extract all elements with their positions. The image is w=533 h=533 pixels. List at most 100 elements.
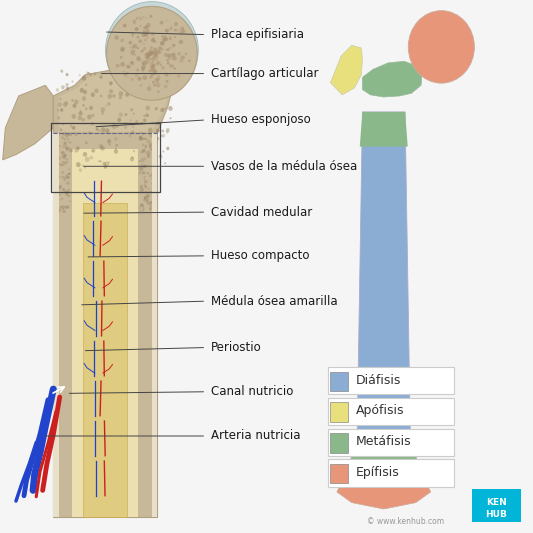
Ellipse shape <box>130 46 132 49</box>
Ellipse shape <box>66 73 69 76</box>
Ellipse shape <box>141 159 144 163</box>
Ellipse shape <box>65 192 68 196</box>
Ellipse shape <box>62 188 64 190</box>
Ellipse shape <box>101 146 105 151</box>
Ellipse shape <box>152 37 155 40</box>
Ellipse shape <box>180 33 182 35</box>
Ellipse shape <box>151 190 155 193</box>
Ellipse shape <box>117 118 121 122</box>
Ellipse shape <box>153 197 155 199</box>
Ellipse shape <box>59 194 60 196</box>
Ellipse shape <box>132 77 134 79</box>
Ellipse shape <box>139 91 143 95</box>
Ellipse shape <box>149 57 151 60</box>
Ellipse shape <box>91 114 94 117</box>
Ellipse shape <box>62 205 66 208</box>
Ellipse shape <box>136 60 138 61</box>
Ellipse shape <box>141 79 146 84</box>
Ellipse shape <box>147 53 150 56</box>
Ellipse shape <box>164 53 168 57</box>
Ellipse shape <box>145 33 149 36</box>
Ellipse shape <box>58 148 60 151</box>
Ellipse shape <box>114 137 117 141</box>
Ellipse shape <box>143 179 146 181</box>
Ellipse shape <box>147 155 150 158</box>
Ellipse shape <box>140 25 141 27</box>
Ellipse shape <box>139 136 143 140</box>
Ellipse shape <box>127 82 131 86</box>
Ellipse shape <box>149 51 154 55</box>
Ellipse shape <box>160 64 162 66</box>
Ellipse shape <box>140 203 143 207</box>
Ellipse shape <box>65 146 68 149</box>
Ellipse shape <box>88 72 90 74</box>
Ellipse shape <box>174 22 178 26</box>
Ellipse shape <box>120 38 124 42</box>
Ellipse shape <box>144 196 146 198</box>
Ellipse shape <box>115 35 119 40</box>
Ellipse shape <box>144 33 148 37</box>
Ellipse shape <box>166 128 169 132</box>
Ellipse shape <box>131 50 135 54</box>
Ellipse shape <box>140 187 142 189</box>
Ellipse shape <box>101 127 106 132</box>
Ellipse shape <box>112 94 116 98</box>
Ellipse shape <box>163 39 165 42</box>
Ellipse shape <box>120 56 123 59</box>
Ellipse shape <box>166 147 169 150</box>
Ellipse shape <box>100 94 102 97</box>
Ellipse shape <box>68 133 70 136</box>
Ellipse shape <box>144 53 149 58</box>
Polygon shape <box>72 149 138 517</box>
Ellipse shape <box>141 157 143 159</box>
Ellipse shape <box>141 122 143 125</box>
Ellipse shape <box>95 127 99 131</box>
Ellipse shape <box>148 55 150 58</box>
Ellipse shape <box>151 52 154 54</box>
Ellipse shape <box>85 141 87 144</box>
Ellipse shape <box>58 208 60 211</box>
Ellipse shape <box>130 119 132 122</box>
Ellipse shape <box>132 125 134 128</box>
Ellipse shape <box>133 150 135 152</box>
Ellipse shape <box>150 53 153 56</box>
Text: Hueso compacto: Hueso compacto <box>211 249 309 262</box>
Ellipse shape <box>74 148 78 153</box>
Ellipse shape <box>130 61 134 65</box>
Ellipse shape <box>139 136 143 141</box>
Ellipse shape <box>61 176 64 179</box>
Ellipse shape <box>164 108 166 110</box>
Ellipse shape <box>162 134 165 138</box>
Ellipse shape <box>139 17 142 20</box>
Ellipse shape <box>56 146 59 149</box>
Polygon shape <box>346 440 421 472</box>
Ellipse shape <box>89 106 93 110</box>
Ellipse shape <box>139 39 142 43</box>
Ellipse shape <box>87 115 92 119</box>
Ellipse shape <box>158 46 162 51</box>
Text: HUB: HUB <box>485 510 507 519</box>
Ellipse shape <box>156 92 160 97</box>
Ellipse shape <box>134 20 135 21</box>
Ellipse shape <box>94 72 96 75</box>
Ellipse shape <box>156 55 159 58</box>
Ellipse shape <box>100 146 104 150</box>
Ellipse shape <box>67 159 68 161</box>
Ellipse shape <box>68 147 70 149</box>
Ellipse shape <box>129 66 131 67</box>
Ellipse shape <box>116 63 120 68</box>
Ellipse shape <box>146 106 150 110</box>
Ellipse shape <box>58 189 60 191</box>
Ellipse shape <box>65 206 68 209</box>
Ellipse shape <box>59 209 61 212</box>
Ellipse shape <box>141 132 143 134</box>
Ellipse shape <box>88 131 91 134</box>
Ellipse shape <box>146 201 149 205</box>
Ellipse shape <box>142 143 144 146</box>
Ellipse shape <box>56 206 60 209</box>
Ellipse shape <box>107 6 197 100</box>
Ellipse shape <box>91 148 95 153</box>
Ellipse shape <box>60 108 63 111</box>
Ellipse shape <box>110 73 112 75</box>
Ellipse shape <box>104 165 107 169</box>
